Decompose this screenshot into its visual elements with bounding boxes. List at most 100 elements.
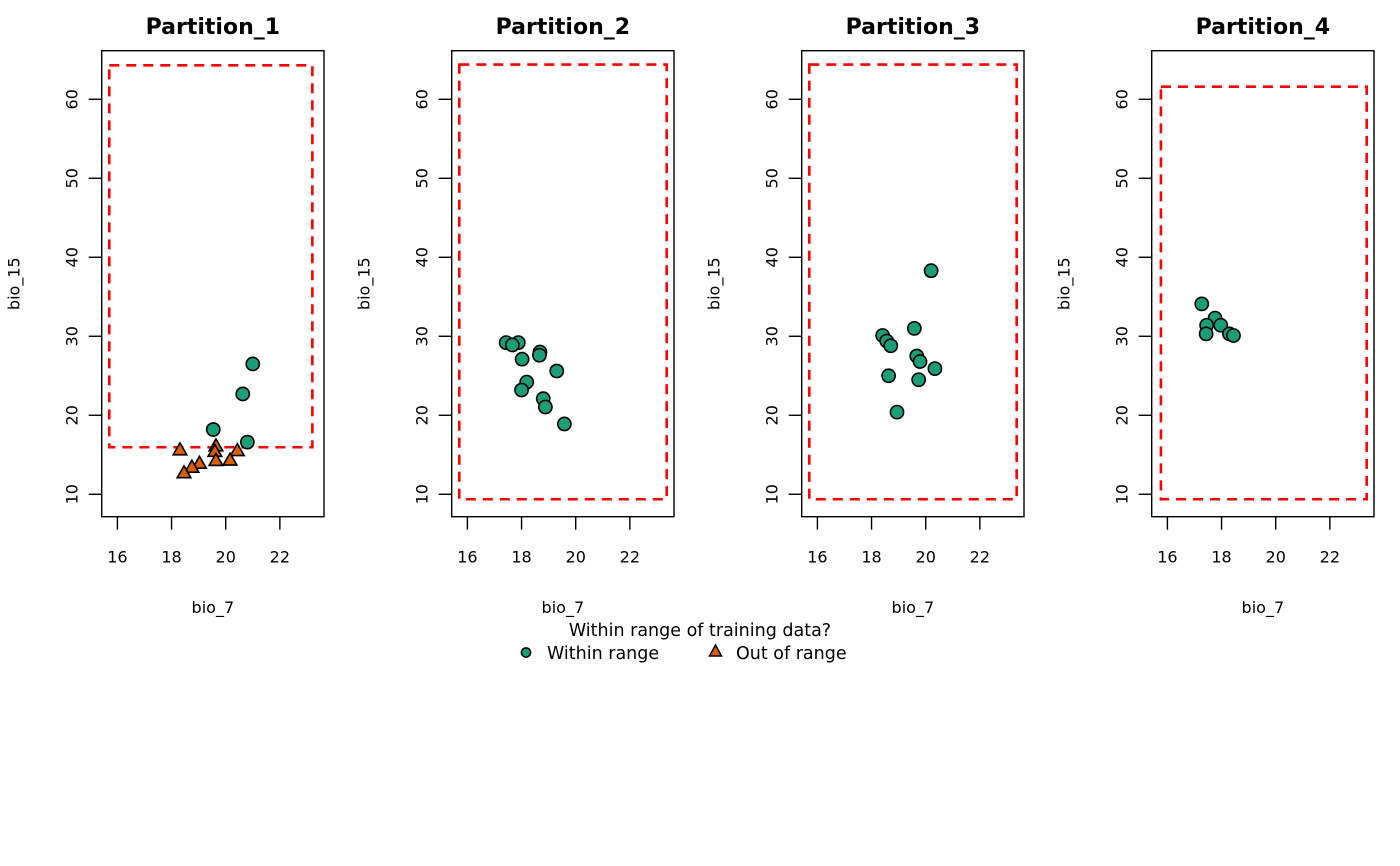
x-tick-label: 20: [216, 548, 236, 567]
y-axis-label: bio_15: [1055, 257, 1075, 310]
y-tick-label: 30: [1113, 326, 1132, 346]
point-out-of-range: [229, 442, 246, 457]
x-tick-label: 22: [620, 548, 640, 567]
x-tick-label: 20: [916, 548, 936, 567]
point-out-of-range: [207, 451, 225, 467]
panel-title: Partition_2: [496, 15, 630, 40]
point-within-range: [912, 354, 928, 369]
y-tick-label: 60: [1113, 89, 1132, 109]
panel-title: Partition_1: [146, 15, 280, 40]
x-tick-label: 22: [1320, 548, 1340, 567]
point-within-range: [1198, 326, 1214, 342]
y-tick-label: 50: [1113, 168, 1132, 188]
point-out-of-range: [171, 441, 189, 456]
point-out-of-range: [175, 464, 193, 479]
training-range-box: [807, 63, 1018, 501]
y-tick-label: 40: [1113, 247, 1132, 267]
x-tick-label: 20: [1266, 548, 1286, 567]
x-tick-label: 16: [1157, 548, 1177, 567]
legend-marker-within: [520, 647, 532, 658]
point-within-range: [556, 416, 572, 432]
y-tick-label: 20: [413, 405, 432, 425]
point-within-range: [1213, 317, 1229, 333]
panel-title: Partition_4: [1196, 15, 1330, 40]
point-within-range: [1194, 296, 1210, 312]
legend: Within range of training data? Within ra…: [520, 621, 847, 664]
point-within-range: [514, 351, 530, 367]
point-within-range: [549, 363, 565, 379]
x-tick-label: 18: [511, 548, 531, 567]
point-within-range: [514, 382, 529, 398]
point-within-range: [881, 368, 897, 384]
y-tick-label: 10: [63, 484, 82, 504]
point-out-of-range: [191, 454, 208, 470]
point-within-range: [532, 347, 547, 363]
point-within-range: [906, 320, 922, 336]
y-tick-label: 10: [763, 484, 782, 504]
y-tick-label: 50: [763, 168, 782, 188]
x-axis-label: bio_7: [892, 598, 935, 618]
point-within-range: [889, 404, 905, 420]
y-tick-label: 40: [763, 247, 782, 267]
training-range-box: [107, 64, 314, 449]
panel-1: Partition_1 16 18 20 22 10 20 30 40 50 60 bio_7 bio_…: [5, 15, 325, 618]
y-tick-label: 30: [763, 326, 782, 346]
plot-frame: [801, 50, 1025, 518]
plot-frame: [1150, 50, 1375, 518]
y-tick-label: 20: [763, 405, 782, 425]
training-range-box: [1159, 85, 1368, 501]
y-tick-label: 60: [763, 89, 782, 109]
x-tick-label: 18: [161, 548, 181, 567]
y-tick-label: 10: [1113, 484, 1132, 504]
y-tick-label: 20: [1113, 405, 1132, 425]
y-tick-label: 10: [413, 484, 432, 504]
y-tick-label: 40: [413, 247, 432, 267]
plot-frame: [451, 50, 675, 518]
x-tick-label: 18: [861, 548, 881, 567]
x-axis-label: bio_7: [1242, 598, 1285, 618]
training-range-box: [457, 63, 668, 501]
y-tick-label: 30: [63, 326, 82, 346]
point-within-range: [205, 422, 221, 437]
y-axis-label: bio_15: [355, 257, 375, 310]
point-within-range: [235, 386, 251, 402]
y-tick-label: 60: [413, 89, 432, 109]
x-tick-label: 22: [970, 548, 990, 567]
point-within-range: [537, 399, 553, 415]
y-tick-label: 60: [63, 89, 82, 109]
y-tick-label: 20: [63, 405, 82, 425]
x-axis-label: bio_7: [192, 598, 235, 618]
panel-4: Partition_4 16 18 20 22 10 20 30 40 50 60 bio_7 bio_…: [1055, 15, 1375, 618]
y-tick-label: 30: [413, 326, 432, 346]
y-axis-label: bio_15: [705, 257, 725, 310]
x-tick-label: 16: [807, 548, 827, 567]
x-tick-label: 22: [270, 548, 290, 567]
y-tick-label: 50: [63, 168, 82, 188]
point-within-range: [1226, 328, 1241, 343]
legend-label-out: Out of range: [736, 644, 847, 664]
point-within-range: [245, 356, 261, 372]
point-within-range: [923, 263, 939, 279]
x-tick-label: 20: [566, 548, 586, 567]
point-within-range: [911, 372, 927, 388]
plot-frame: [100, 50, 325, 518]
legend-marker-out: [708, 643, 723, 657]
point-within-range: [504, 337, 520, 353]
panel-title: Partition_3: [846, 15, 980, 40]
point-out-of-range: [183, 458, 201, 473]
y-tick-label: 50: [413, 168, 432, 188]
y-tick-label: 40: [63, 247, 82, 267]
point-within-range: [927, 361, 943, 377]
panel-3: Partition_3 16 18 20 22 10 20 30 40 50 60 bio_7 bio_…: [705, 15, 1025, 618]
point-out-of-range: [221, 451, 239, 466]
x-tick-label: 16: [107, 548, 127, 567]
legend-title: Within range of training data?: [569, 621, 831, 641]
x-tick-label: 18: [1211, 548, 1231, 567]
legend-label-within: Within range: [547, 644, 659, 664]
point-within-range: [883, 338, 899, 354]
point-within-range: [239, 434, 255, 450]
x-axis-label: bio_7: [542, 598, 585, 618]
panel-2: Partition_2 16 18 20 22 10 20 30 40 50 60 bio_7 bio_…: [355, 15, 675, 618]
y-axis-label: bio_15: [5, 257, 25, 310]
